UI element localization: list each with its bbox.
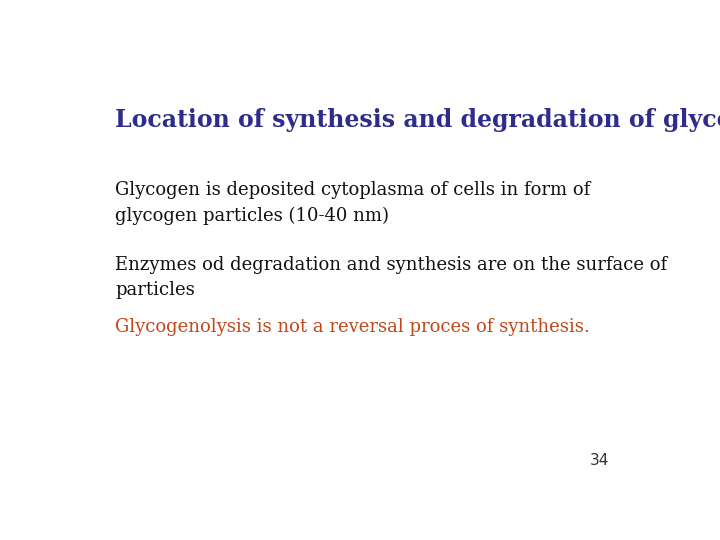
Text: Enzymes od degradation and synthesis are on the surface of
particles: Enzymes od degradation and synthesis are… <box>115 256 667 299</box>
Text: Glycogen is deposited cytoplasma of cells in form of
glycogen particles (10-40 n: Glycogen is deposited cytoplasma of cell… <box>115 181 590 225</box>
Text: 34: 34 <box>590 453 609 468</box>
Text: Glycogenolysis is not a reversal proces of synthesis.: Glycogenolysis is not a reversal proces … <box>115 319 590 336</box>
Text: Location of synthesis and degradation of glycogen: Location of synthesis and degradation of… <box>115 109 720 132</box>
